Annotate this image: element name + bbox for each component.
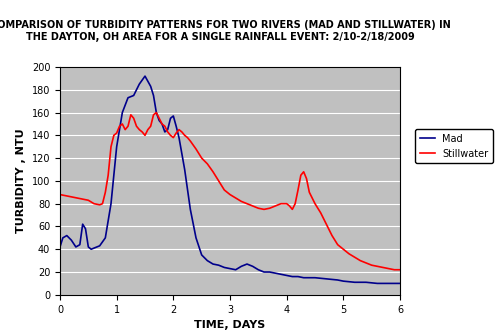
Y-axis label: TURBIDITY , NTU: TURBIDITY , NTU (16, 129, 26, 233)
Mad (125, 96, 131, 100)
Stillwater (154, 111, 160, 115)
Line: Mad: Mad (60, 76, 400, 283)
Mad (142, 74, 148, 78)
Mad (182, 168, 188, 172)
Stillwater (295, 188, 301, 192)
Stillwater (318, 211, 324, 215)
Stillwater (57, 193, 63, 197)
Mad (102, 236, 108, 240)
Mad (397, 281, 403, 285)
Stillwater (340, 247, 346, 251)
Stillwater (256, 206, 262, 210)
Stillwater (397, 268, 403, 272)
X-axis label: TIME, DAYS: TIME, DAYS (194, 320, 266, 330)
Mad (57, 245, 63, 249)
Stillwater (392, 268, 398, 272)
Mad (222, 265, 228, 269)
Line: Stillwater: Stillwater (60, 113, 400, 270)
Mad (77, 243, 83, 247)
Text: COMPARISON OF TURBIDITY PATTERNS FOR TWO RIVERS (MAD AND STILLWATER) IN
THE DAYT: COMPARISON OF TURBIDITY PATTERNS FOR TWO… (0, 20, 450, 42)
Mad (324, 277, 330, 281)
Stillwater (222, 188, 228, 192)
Mad (374, 281, 380, 285)
Stillwater (358, 259, 364, 263)
Legend: Mad, Stillwater: Mad, Stillwater (415, 129, 494, 163)
